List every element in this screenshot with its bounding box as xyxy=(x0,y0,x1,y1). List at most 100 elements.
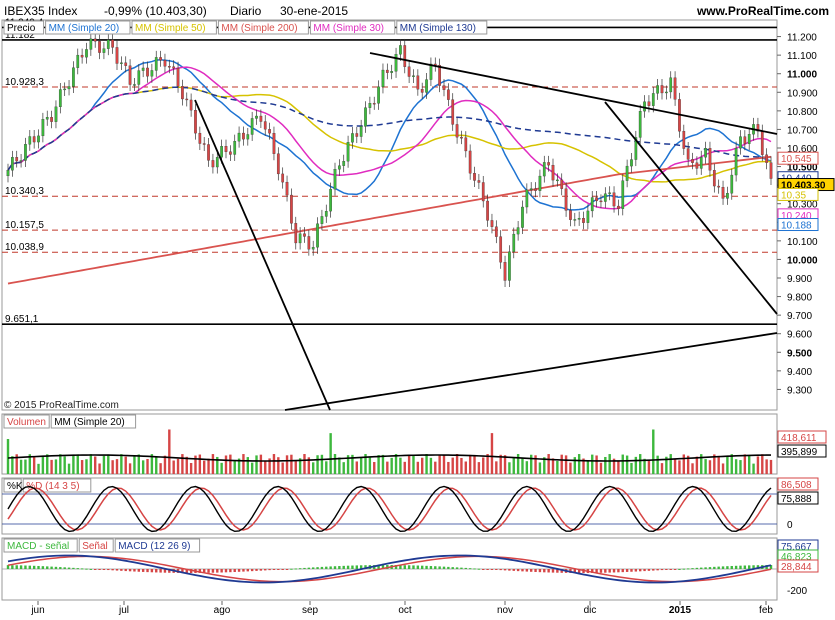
volume-bar xyxy=(434,461,437,474)
volume-bar xyxy=(216,456,219,474)
level-label: 10.340,3 xyxy=(5,186,44,197)
volume-bar xyxy=(233,460,236,474)
macd-histogram-bar xyxy=(412,565,415,569)
macd-histogram-bar xyxy=(220,569,223,573)
volume-bar xyxy=(316,455,319,474)
y-axis-label: 10.500 xyxy=(787,163,818,174)
legend-box xyxy=(50,414,137,429)
volume-bar xyxy=(748,455,751,474)
macd-histogram-bar xyxy=(508,569,511,571)
volume-bar xyxy=(307,457,311,474)
volume-bar xyxy=(604,456,607,474)
candle-body xyxy=(508,251,511,281)
volume-bar xyxy=(63,456,66,474)
macd-histogram-bar xyxy=(438,566,441,569)
candle-body xyxy=(721,187,725,199)
macd-histogram-bar xyxy=(76,568,79,570)
volume-bar xyxy=(630,462,633,474)
candle-body xyxy=(63,88,67,91)
volume-bar xyxy=(586,460,590,474)
macd-histogram-bar xyxy=(312,567,315,569)
value-tag xyxy=(777,559,819,573)
macd-histogram-bar xyxy=(612,569,616,573)
volume-bar xyxy=(168,429,171,474)
macd-histogram-bar xyxy=(495,569,498,570)
macd-histogram-bar xyxy=(416,565,420,569)
macd-histogram-bar xyxy=(128,569,132,572)
y-axis-label: 10.300 xyxy=(787,200,818,211)
candle-body xyxy=(521,206,524,228)
x-axis-label: dic xyxy=(584,605,597,616)
volume-bar xyxy=(207,458,210,474)
macd-histogram-bar xyxy=(198,569,202,573)
volume-bar xyxy=(285,455,289,474)
macd-histogram-bar xyxy=(421,565,424,569)
macd-histogram-bar xyxy=(634,569,638,572)
candle-body xyxy=(364,107,367,127)
macd-histogram-bar xyxy=(726,566,729,569)
candle-body xyxy=(54,106,58,122)
candle-body xyxy=(516,227,520,235)
macd-histogram-bar xyxy=(242,569,245,572)
volume-bar xyxy=(416,461,420,474)
legend-box xyxy=(114,538,201,553)
volume-bar xyxy=(595,455,598,474)
volume-bar xyxy=(386,461,389,474)
trend-line xyxy=(604,101,778,315)
macd-histogram-bar xyxy=(639,569,642,572)
volume-bar xyxy=(508,462,511,474)
y-axis-label: 9.500 xyxy=(787,348,812,359)
candle-body xyxy=(691,159,694,163)
y-axis-label: 9.900 xyxy=(787,274,812,285)
candle-body xyxy=(72,67,75,87)
candle-body xyxy=(377,86,380,104)
volume-bar xyxy=(652,429,655,474)
volume-bar xyxy=(211,454,215,474)
volume-bar xyxy=(486,454,489,474)
candle-body xyxy=(603,193,607,202)
volume-bar xyxy=(455,454,459,474)
candle-body xyxy=(429,63,433,80)
site-url[interactable]: www.ProRealTime.com xyxy=(696,4,829,18)
legend-item: MM (Simple 200) xyxy=(221,23,297,34)
trend-line xyxy=(194,99,331,411)
candle-body xyxy=(263,121,267,130)
candle-body xyxy=(739,136,742,149)
candle-body xyxy=(215,157,219,168)
candle-body xyxy=(599,200,603,203)
legend-box xyxy=(217,20,309,35)
candle-body xyxy=(538,175,542,191)
candle-body xyxy=(50,117,53,122)
macd-histogram-bar xyxy=(673,569,677,570)
volume-bar xyxy=(85,459,88,474)
volume-bar xyxy=(115,459,119,474)
macd-histogram-bar xyxy=(407,565,411,569)
candle-body xyxy=(338,165,341,170)
volume-bar xyxy=(181,454,184,474)
level-label: 11.182 xyxy=(5,30,35,41)
macd-histogram-bar xyxy=(359,565,363,569)
legend-item: Señal xyxy=(82,541,108,552)
candle-body xyxy=(647,101,651,106)
candle-body xyxy=(294,223,298,244)
candle-body xyxy=(464,137,468,152)
legend-box xyxy=(131,20,217,35)
macd-histogram-bar xyxy=(37,565,40,569)
macd-histogram-bar xyxy=(325,566,328,569)
macd-histogram-bar xyxy=(24,565,27,569)
volume-bar xyxy=(24,459,27,474)
macd-histogram-bar xyxy=(377,565,380,569)
legend-box xyxy=(309,20,396,35)
volume-bar xyxy=(625,455,629,474)
value-tag-label: 10.35 xyxy=(781,190,806,201)
macd-histogram-bar xyxy=(216,569,219,573)
candle-body xyxy=(233,141,237,155)
volume-bar xyxy=(473,455,476,474)
candle-body xyxy=(28,136,32,145)
volume-bar xyxy=(37,463,40,474)
candle-body xyxy=(756,124,760,132)
volume-bar xyxy=(691,463,694,474)
macd-histogram-bar xyxy=(656,569,659,571)
macd-histogram-bar xyxy=(573,569,576,573)
